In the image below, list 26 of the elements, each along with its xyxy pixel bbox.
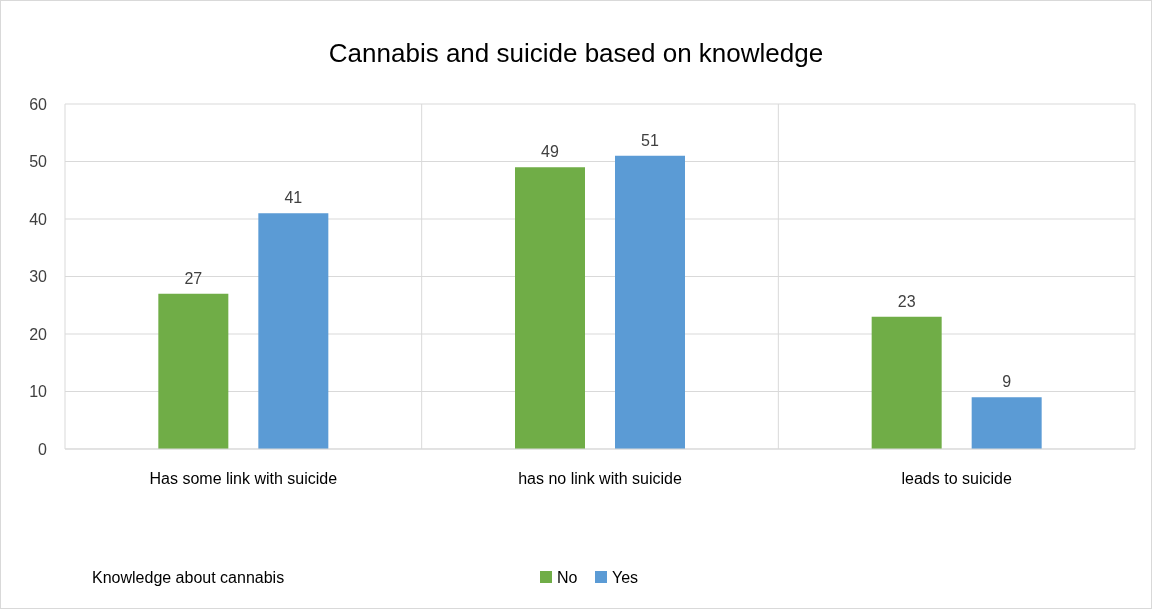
data-label: 41	[284, 189, 303, 207]
y-tick-label: 20	[29, 325, 48, 343]
bar	[971, 397, 1042, 449]
x-tick-label: Has some link with suicide	[149, 470, 338, 487]
legend-label: Yes	[612, 568, 639, 586]
y-tick-label: 50	[29, 153, 48, 171]
x-tick-label: has no link with suicide	[518, 470, 682, 487]
legend-label: No	[557, 568, 578, 586]
y-tick-label: 10	[29, 383, 48, 401]
legend-title: Knowledge about cannabis	[92, 568, 285, 586]
bar	[871, 316, 942, 449]
data-label: 49	[541, 143, 559, 161]
y-tick-label: 60	[29, 95, 48, 113]
x-tick-label: leads to suicide	[901, 470, 1012, 487]
data-label: 27	[184, 269, 203, 287]
y-tick-label: 0	[38, 440, 48, 458]
data-label: 51	[641, 131, 659, 149]
y-tick-label: 30	[29, 268, 48, 286]
chart-title: Cannabis and suicide based on knowledge	[328, 38, 824, 68]
data-label: 23	[897, 292, 916, 310]
data-label: 9	[1002, 373, 1012, 391]
bar	[258, 213, 329, 449]
bar	[158, 293, 229, 449]
y-tick-label: 40	[29, 210, 48, 228]
bar	[615, 155, 685, 449]
bar	[515, 167, 585, 449]
